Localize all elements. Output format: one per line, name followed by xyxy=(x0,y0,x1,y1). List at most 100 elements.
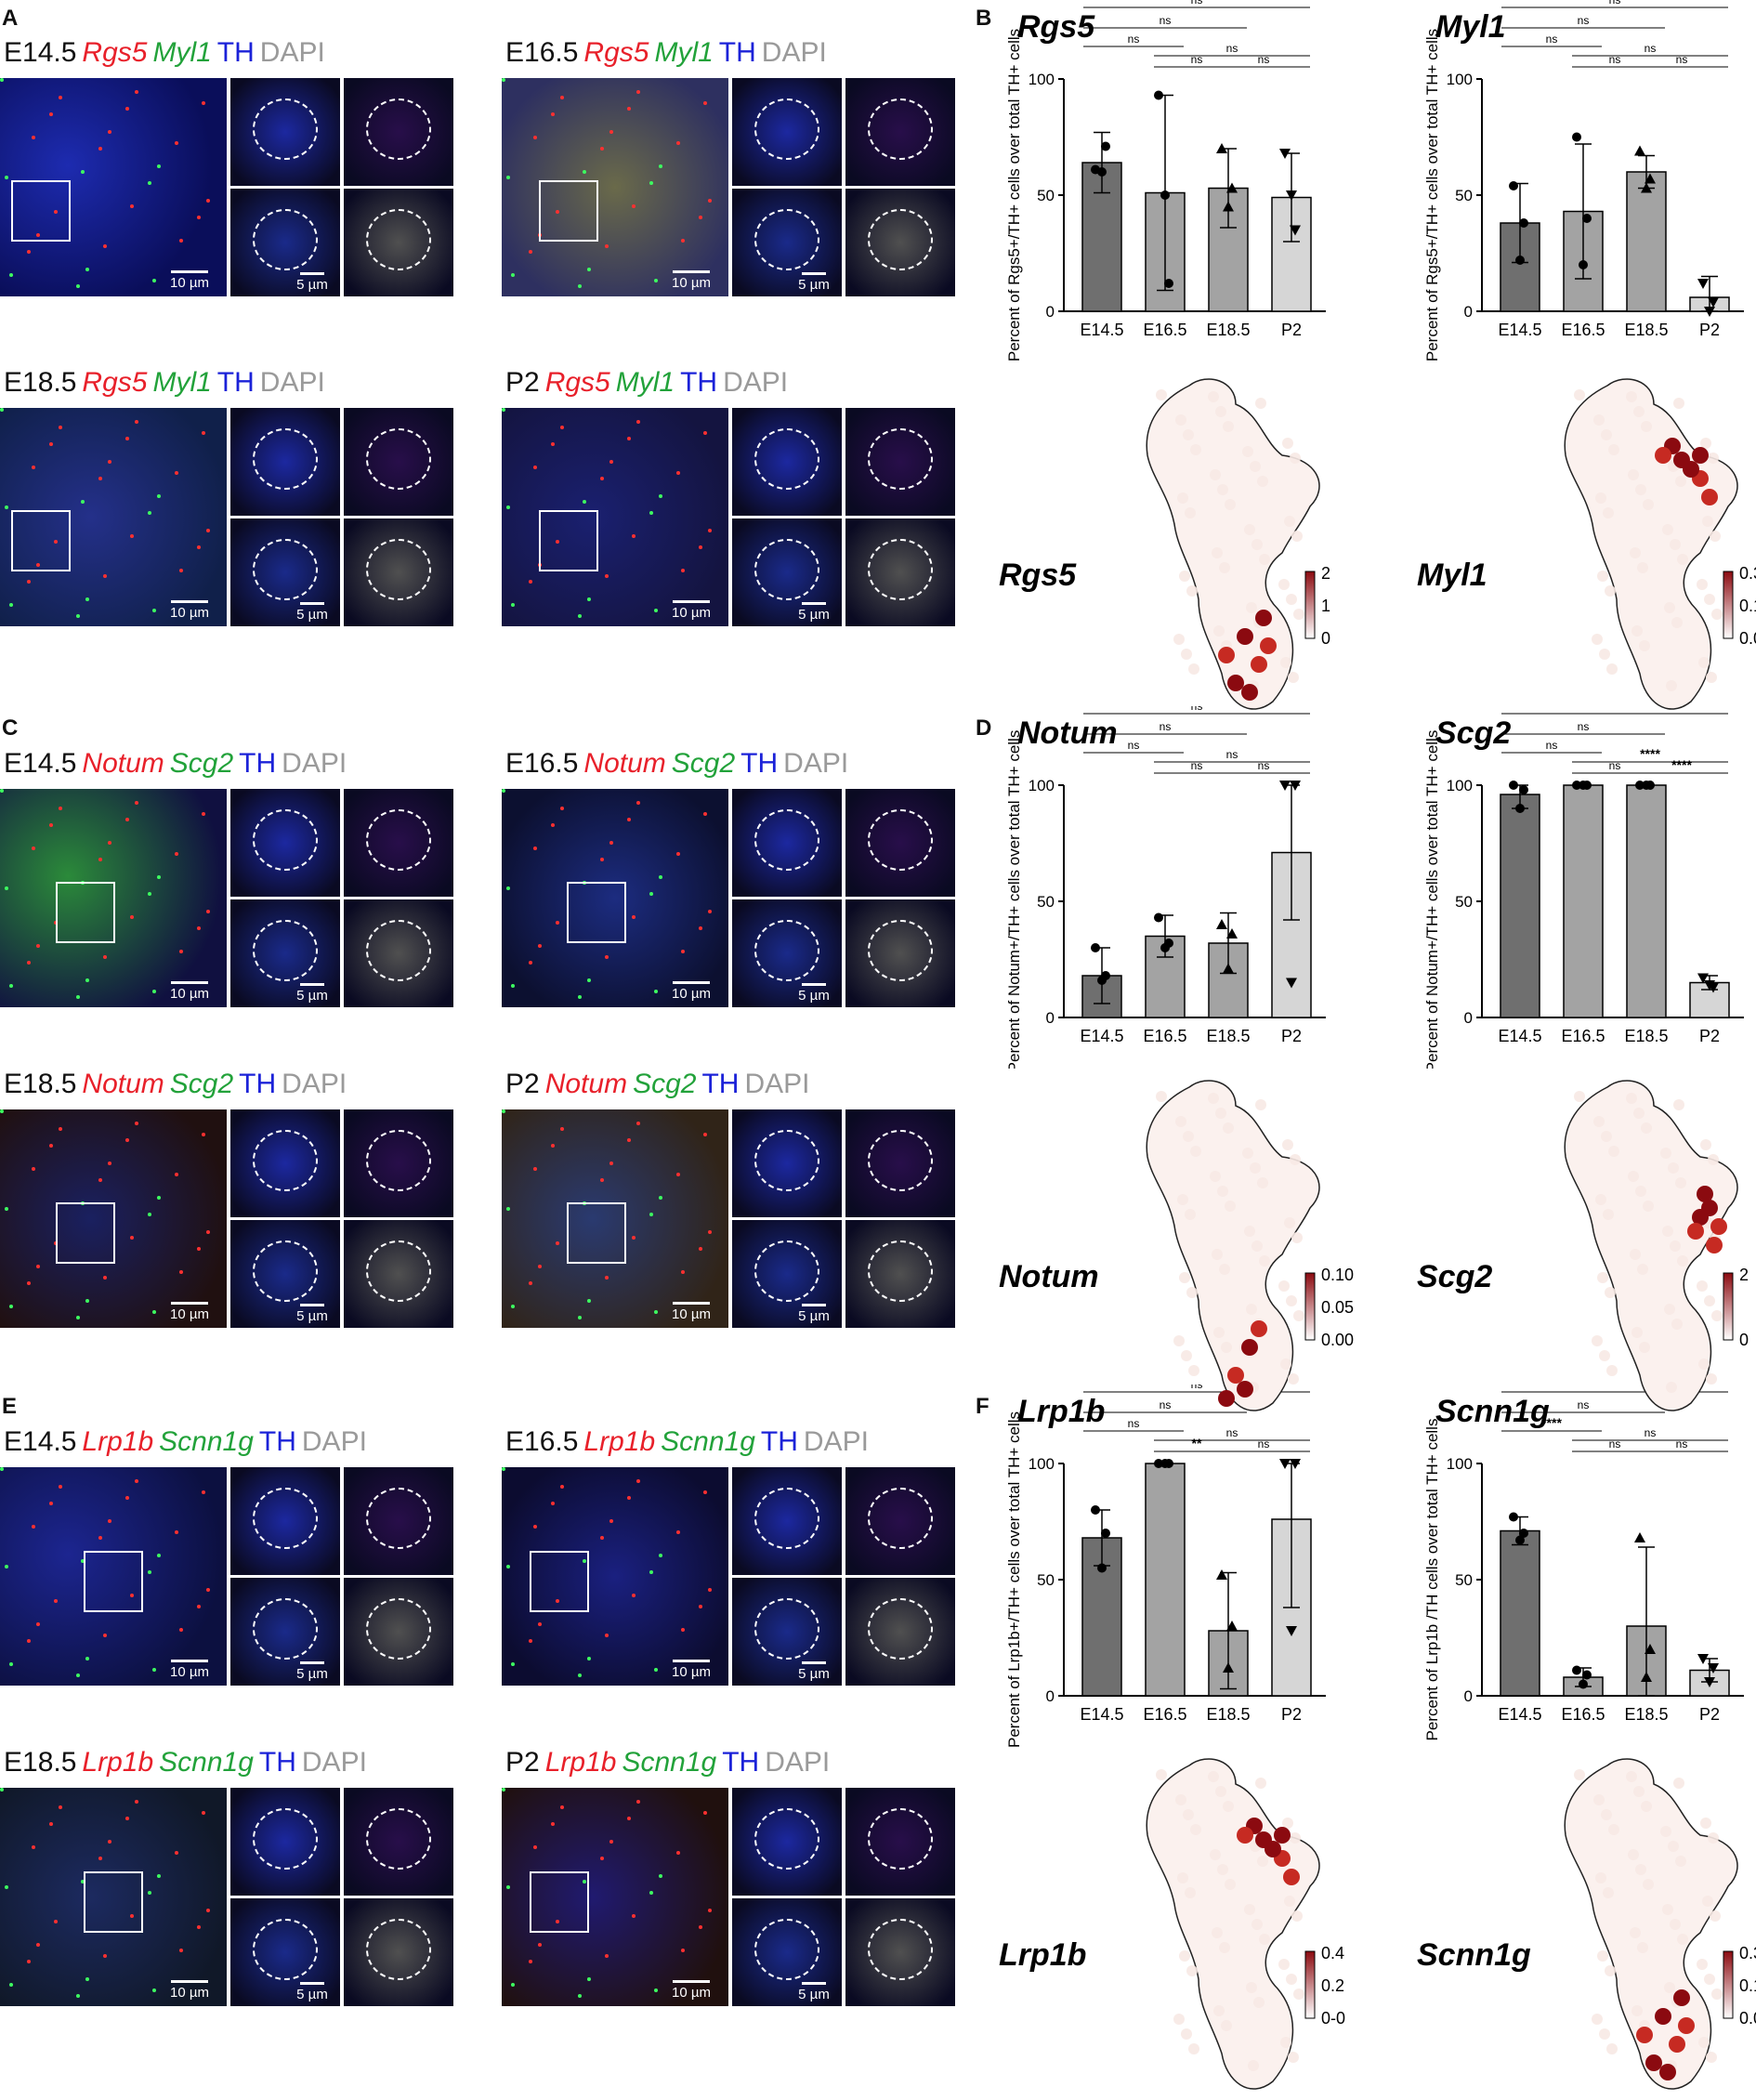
micrograph-zoom xyxy=(344,789,453,897)
fluorescent-dot xyxy=(636,90,640,94)
umap-cell xyxy=(1710,1910,1721,1922)
micrograph-overview: 10 µm xyxy=(0,789,227,1007)
stage-label: E18.5 xyxy=(4,1069,77,1099)
umap-cell xyxy=(1697,1959,1708,1970)
umap-cell xyxy=(1630,1927,1641,1938)
data-point xyxy=(1708,1663,1719,1673)
cell-outline xyxy=(868,1598,933,1660)
data-point xyxy=(1634,145,1645,156)
umap-cell xyxy=(1183,429,1194,440)
fluorescent-dot xyxy=(152,1310,156,1314)
significance-label: ns xyxy=(1160,720,1172,733)
umap-cell xyxy=(1223,1122,1234,1134)
significance-label: ns xyxy=(1191,0,1203,7)
umap-cell xyxy=(1213,1327,1225,1338)
fluorescent-dot xyxy=(506,176,510,179)
umap-cell xyxy=(1677,554,1688,565)
th-label: TH xyxy=(718,37,756,68)
fluorescent-dot xyxy=(708,910,712,913)
fluorescent-dot xyxy=(506,886,510,890)
scale-bar-small: 5 µm xyxy=(290,1982,334,2002)
umap-cell xyxy=(1592,2014,1603,2025)
umap-cell xyxy=(1702,1896,1713,1907)
scale-line xyxy=(171,981,208,984)
umap-cell xyxy=(1219,562,1230,573)
fluorescent-dot xyxy=(556,1241,559,1245)
micrograph-zoom: 5 µm xyxy=(732,1220,842,1328)
micrograph-overview: 10 µm xyxy=(0,78,227,296)
data-point xyxy=(1290,1459,1301,1469)
fluorescent-dot xyxy=(197,1247,201,1251)
umap-cell xyxy=(1190,1146,1201,1157)
scale-text: 10 µm xyxy=(170,1985,209,2001)
fluorescent-dot xyxy=(627,437,631,440)
fluorescent-dot xyxy=(157,1196,161,1200)
umap-cell xyxy=(1697,1280,1708,1292)
fluorescent-dot xyxy=(676,141,680,145)
data-point xyxy=(1572,1665,1581,1675)
data-point xyxy=(1160,190,1170,200)
gene2-label: Scnn1g xyxy=(159,1426,254,1457)
data-point xyxy=(1519,218,1528,228)
roi-box xyxy=(84,1871,143,1933)
th-label: TH xyxy=(216,37,255,68)
scale-bar-small: 5 µm xyxy=(792,1304,836,1324)
umap-cell xyxy=(1603,507,1614,518)
stain-label: P2 Lrp1b Scnn1g TH DAPI xyxy=(505,1747,835,1778)
umap-cell xyxy=(1255,1099,1266,1110)
gene2-label: Myl1 xyxy=(152,37,212,68)
micrograph-zoom: 5 µm xyxy=(732,899,842,1007)
dapi-label: DAPI xyxy=(761,37,827,68)
fluorescent-dot xyxy=(587,597,591,601)
fluorescent-dot xyxy=(506,1207,510,1211)
fluorescent-dot xyxy=(135,1800,138,1804)
umap-group xyxy=(1146,378,1320,710)
umap-cell-high xyxy=(1274,1827,1291,1844)
umap-cell xyxy=(1601,1809,1612,1820)
umap-cell xyxy=(1183,1809,1194,1820)
fluorescent-dot xyxy=(49,1502,53,1505)
umap-cell xyxy=(1185,1887,1196,1898)
umap-gene-label: Scg2 xyxy=(1417,1259,1492,1294)
bar xyxy=(1145,1463,1186,1697)
fluorescent-dot xyxy=(627,1138,631,1142)
umap-cell xyxy=(1635,1186,1646,1197)
fluorescent-dot xyxy=(600,147,604,151)
scale-text: 10 µm xyxy=(170,986,209,1002)
significance-label: ns xyxy=(1546,33,1558,46)
bar xyxy=(1626,784,1667,1018)
umap-cell xyxy=(1671,617,1683,628)
fluorescent-dot xyxy=(5,1565,8,1568)
umap-cell xyxy=(1664,602,1675,613)
color-scale-bar xyxy=(1723,1272,1734,1341)
fluorescent-dot xyxy=(605,244,609,248)
micrograph-zoom xyxy=(344,1788,453,1896)
umap-cell xyxy=(1675,1177,1686,1188)
scale-text: 5 µm xyxy=(798,607,830,623)
dapi-label: DAPI xyxy=(765,1747,831,1778)
scale-line xyxy=(673,1302,710,1305)
chart-title: Lrp1b xyxy=(1017,1394,1105,1429)
significance-label: **** xyxy=(1541,1415,1562,1430)
fluorescent-dot xyxy=(560,1127,564,1131)
significance-label: ns xyxy=(1676,1437,1688,1450)
color-scale-label: 0.4 xyxy=(1321,1944,1344,1962)
umap-cell xyxy=(1599,649,1610,660)
fluorescent-dot xyxy=(59,1485,62,1489)
cell-outline xyxy=(868,1240,933,1302)
y-tick-label: 0 xyxy=(1046,1009,1055,1027)
micrograph-zoom: 5 µm xyxy=(732,1898,842,2006)
scale-line xyxy=(171,270,208,273)
data-point xyxy=(1509,781,1518,790)
umap-cell xyxy=(1601,1131,1612,1142)
umap-cell xyxy=(1213,2005,1225,2016)
micrograph-zoom xyxy=(845,1467,955,1575)
umap-cell xyxy=(1286,1295,1297,1306)
fluorescent-dot xyxy=(36,1943,40,1947)
th-label: TH xyxy=(239,1069,277,1099)
fluorescent-dot xyxy=(551,442,555,446)
data-point xyxy=(1097,976,1107,985)
data-point xyxy=(1216,919,1227,929)
th-label: TH xyxy=(740,748,779,779)
scale-bar-large: 10 µm xyxy=(663,1660,719,1680)
